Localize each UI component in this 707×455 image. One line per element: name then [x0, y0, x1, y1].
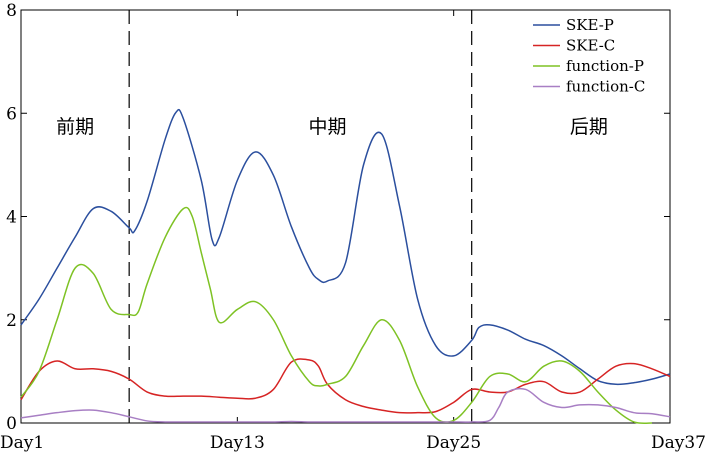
- legend-label: function-P: [566, 57, 644, 75]
- phase-label: 后期: [570, 116, 608, 138]
- x-tick-label: Day37: [651, 433, 706, 453]
- series-line-function-c: [20, 387, 671, 423]
- legend-label: SKE-C: [566, 37, 615, 55]
- labels-group: 前期 中期 后期: [56, 116, 608, 138]
- x-tick-label: Day13: [210, 433, 265, 453]
- x-tick-label: Day25: [426, 433, 481, 453]
- y-tick-label: 2: [6, 311, 17, 331]
- series-group: [20, 108, 671, 424]
- y-tick-label: 8: [6, 1, 17, 21]
- legend: SKE-P SKE-C function-P function-C: [533, 16, 645, 96]
- series-line-ske-c: [20, 358, 671, 414]
- legend-label: function-C: [566, 78, 645, 96]
- x-tick-label: Day1: [0, 433, 44, 453]
- series-line-ske-p: [20, 108, 671, 386]
- y-tick-label: 4: [6, 208, 17, 228]
- y-tick-label: 0: [6, 414, 17, 434]
- legend-label: SKE-P: [566, 16, 614, 34]
- series-line-function-p: [20, 206, 653, 424]
- y-tick-label: 6: [6, 104, 17, 124]
- phase-boundaries: [128, 10, 473, 423]
- phase-label: 中期: [308, 116, 346, 138]
- phase-label: 前期: [56, 116, 94, 138]
